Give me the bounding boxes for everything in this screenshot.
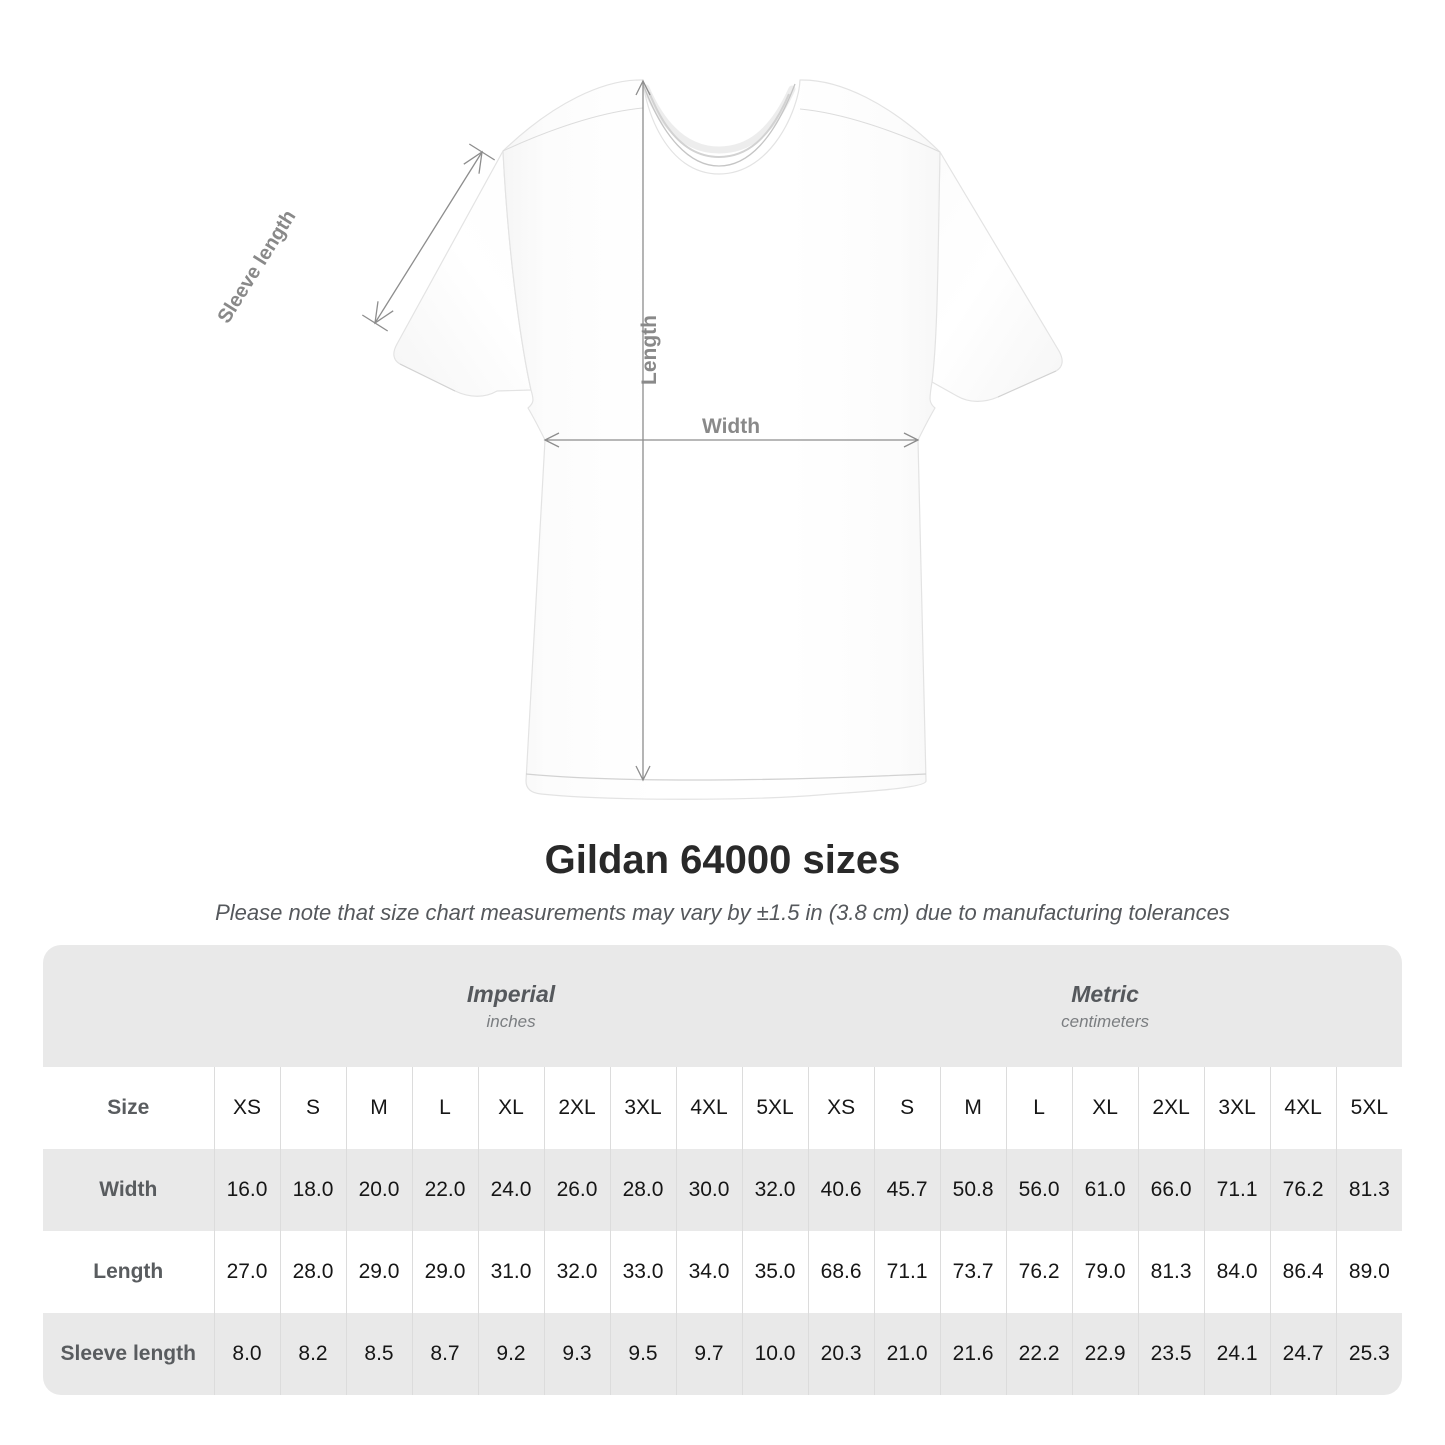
- svg-text:Length: Length: [638, 315, 661, 385]
- svg-text:Sleeve length: Sleeve length: [213, 206, 300, 327]
- svg-text:Width: Width: [702, 415, 760, 438]
